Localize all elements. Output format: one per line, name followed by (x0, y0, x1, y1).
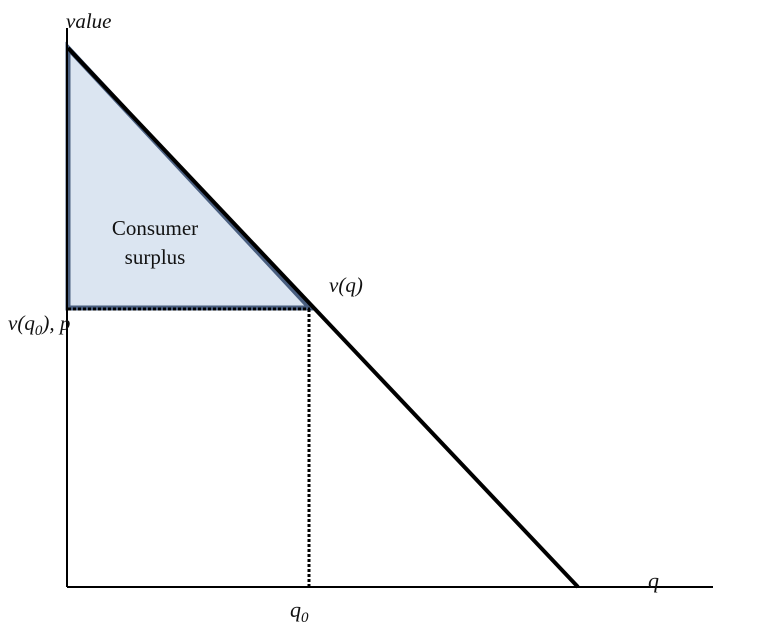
price-label-main: v(q (8, 311, 35, 335)
price-label-subscript: 0 (35, 323, 43, 339)
curve-label: v(q) (329, 273, 363, 297)
x-axis-label: q (648, 568, 659, 593)
surplus-label-line2: surplus (125, 245, 186, 269)
price-label-tail: ), p (41, 311, 70, 335)
price-label: v(q0), p (8, 311, 70, 339)
q0-label-subscript: 0 (301, 610, 309, 626)
q0-label: q0 (290, 597, 309, 626)
surplus-label-line1: Consumer (112, 216, 198, 240)
y-axis-label: value (66, 9, 111, 33)
q0-label-main: q (290, 597, 301, 622)
value-curve (66, 46, 580, 589)
